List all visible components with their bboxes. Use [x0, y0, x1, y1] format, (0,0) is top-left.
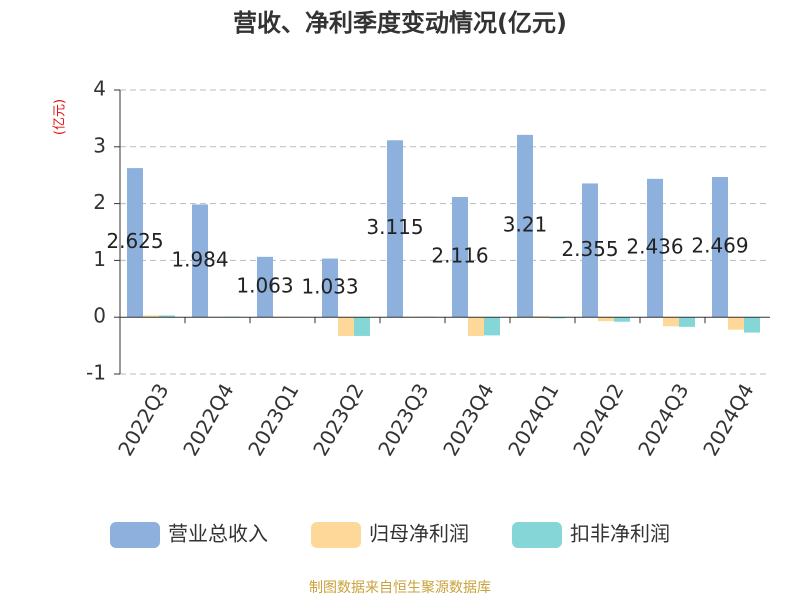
bar: [484, 317, 500, 336]
bar: [663, 317, 679, 327]
bar: [354, 317, 370, 336]
x-tick-label: 2023Q1: [243, 379, 303, 460]
bar: [712, 176, 728, 318]
legend-swatch: [512, 522, 562, 548]
y-tick-label: -1: [86, 361, 106, 385]
source-note: 制图数据来自恒生聚源数据库: [309, 580, 491, 596]
data-label: 1.033: [301, 274, 358, 298]
bar: [728, 317, 744, 330]
bar: [127, 168, 143, 318]
bar: [338, 317, 354, 336]
y-axis-label: (亿元): [53, 99, 68, 135]
chart-title: 营收、净利季度变动情况(亿元): [233, 9, 567, 37]
x-tick-label: 2024Q1: [503, 379, 563, 460]
legend-label: 扣非净利润: [570, 522, 670, 546]
bar: [598, 317, 614, 322]
bar: [452, 197, 468, 318]
data-label: 2.355: [561, 237, 618, 261]
x-tick-label: 2023Q4: [438, 379, 498, 460]
y-tick-label: 3: [93, 133, 106, 157]
legend-label: 归母净利润: [369, 522, 469, 546]
y-tick-label: 1: [93, 247, 106, 271]
bar: [387, 140, 403, 318]
legend-swatch: [110, 522, 160, 548]
x-tick-label: 2024Q2: [568, 379, 628, 460]
bar: [192, 204, 208, 318]
bar: [582, 183, 598, 318]
bar: [744, 317, 760, 333]
x-tick-label: 2024Q4: [698, 379, 758, 460]
legend-swatch: [311, 522, 361, 548]
bar: [257, 256, 273, 318]
x-tick-label: 2022Q4: [178, 379, 238, 460]
data-label: 2.625: [106, 229, 163, 253]
x-tick-label: 2023Q3: [373, 379, 433, 460]
y-tick-label: 2: [93, 190, 106, 214]
x-tick-label: 2023Q2: [308, 379, 368, 460]
data-label: 1.984: [171, 247, 228, 271]
bar: [322, 258, 338, 318]
y-tick-label: 4: [93, 77, 106, 101]
x-tick-label: 2024Q3: [633, 379, 693, 460]
bar: [468, 317, 484, 336]
bar: [647, 178, 663, 318]
bar: [549, 317, 565, 319]
data-label: 2.436: [626, 235, 683, 259]
bar: [159, 315, 175, 318]
data-label: 1.063: [236, 274, 293, 298]
y-tick-label: 0: [93, 304, 106, 328]
bar: [143, 315, 159, 318]
bar: [533, 316, 549, 318]
data-label: 3.115: [366, 215, 423, 239]
legend-label: 营业总收入: [168, 522, 268, 546]
bar: [679, 317, 695, 327]
bar: [517, 134, 533, 318]
data-label: 2.116: [431, 244, 488, 268]
data-label: 2.469: [691, 234, 748, 258]
data-label: 3.21: [503, 213, 548, 237]
x-tick-label: 2022Q3: [113, 379, 173, 460]
bar: [614, 317, 630, 322]
